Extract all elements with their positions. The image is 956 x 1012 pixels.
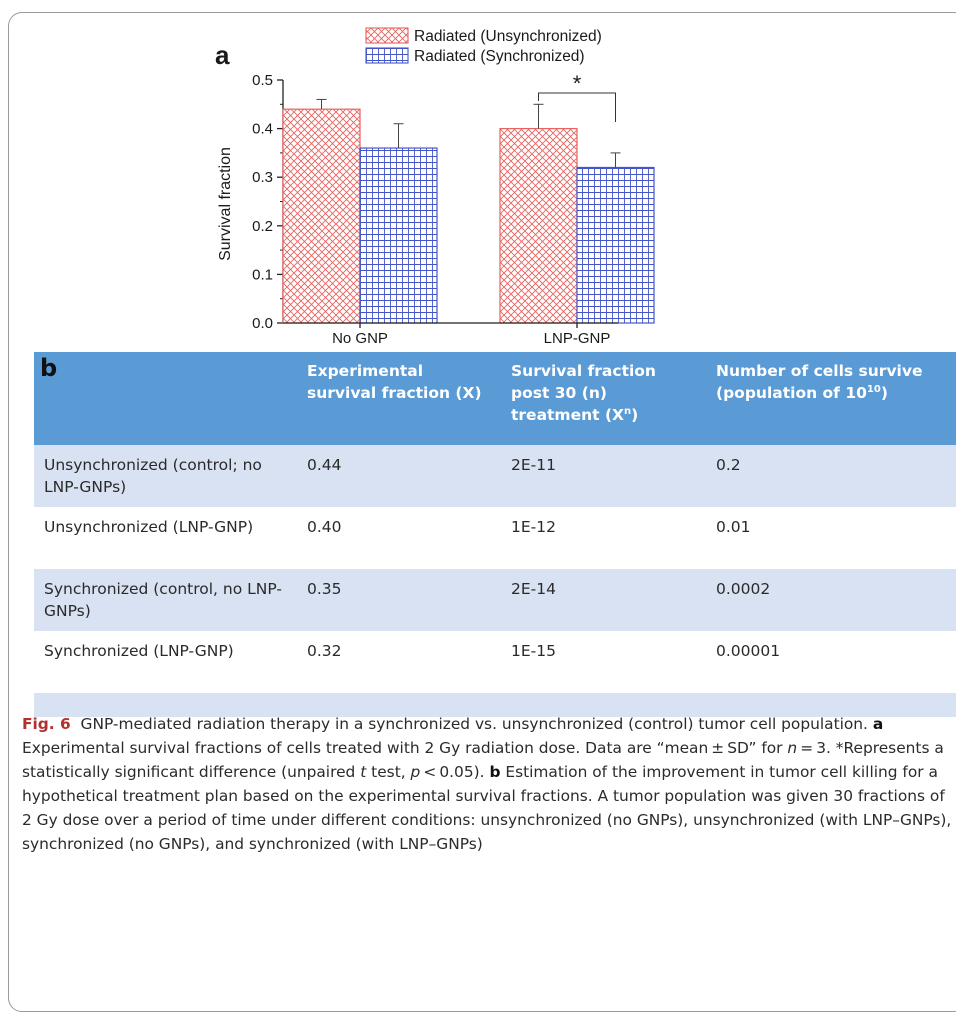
row-survival-fraction: 0.32	[307, 642, 342, 660]
table-row: Synchronized (control, no LNP-GNPs) 0.35…	[34, 569, 956, 631]
row-survival-post-30: 1E-15	[511, 642, 556, 660]
table-row: Unsynchronized (LNP-GNP) 0.40 1E-12 0.01	[34, 507, 956, 569]
row-survival-fraction: 0.40	[307, 518, 342, 536]
caption-a-text: < 0.05).	[420, 763, 485, 781]
row-survival-fraction: 0.44	[297, 445, 501, 507]
caption-p-var: p	[410, 763, 421, 781]
caption-b-label: b	[489, 763, 501, 781]
significance-bracket: *	[538, 71, 616, 122]
panel-b-table: b Experimental survival fraction (X) Sur…	[34, 352, 956, 717]
caption-fig-label: Fig. 6	[22, 715, 71, 733]
caption-a-text: Experimental survival fractions of cells…	[22, 739, 783, 757]
x-axis: No GNP LNP-GNP	[283, 322, 618, 347]
row-survival-post-30: 1E-12	[511, 518, 556, 536]
bar	[359, 147, 438, 324]
row-condition: Synchronized (LNP-GNP)	[44, 642, 234, 660]
bar	[576, 166, 655, 324]
x-tick-label: No GNP	[332, 330, 388, 347]
significance-star: *	[573, 71, 582, 96]
row-survival-post-30: 2E-11	[501, 445, 706, 507]
table-row-empty	[34, 693, 956, 717]
caption-title: GNP-mediated radiation therapy in a sync…	[80, 715, 868, 733]
row-cells-survive: 0.0002	[706, 569, 956, 631]
header-experimental-survival: Experimental survival fraction (X)	[297, 352, 501, 445]
bar	[282, 108, 361, 324]
row-cells-survive: 0.2	[706, 445, 956, 507]
y-tick-label: 0.3	[252, 169, 273, 186]
panel-b-label: b	[34, 352, 297, 445]
row-survival-fraction: 0.35	[297, 569, 501, 631]
header-cells-survive: Number of cells survive (population of 1…	[706, 352, 956, 445]
legend-swatch	[365, 47, 409, 64]
y-tick-label: 0.2	[252, 218, 273, 235]
y-tick-label: 0.5	[252, 72, 273, 89]
header-survival-post-30: Survival fraction post 30 (n) treatment …	[501, 352, 706, 445]
table-row: Synchronized (LNP-GNP) 0.32 1E-15 0.0000…	[34, 631, 956, 693]
row-cells-survive: 0.00001	[716, 642, 781, 660]
panel-a-chart: a Radiated (Unsynchronized) Radiated (Syn…	[215, 27, 655, 347]
row-condition: Synchronized (control, no LNP-GNPs)	[34, 569, 297, 631]
legend-label: Radiated (Synchronized)	[414, 48, 585, 65]
row-cells-survive: 0.01	[716, 518, 751, 536]
y-axis-label: Survival fraction	[217, 147, 234, 261]
bar	[499, 128, 578, 324]
error-bars	[316, 98, 621, 168]
caption-a-text: = 3. *Represents a statistically signifi…	[22, 739, 944, 781]
caption-b-text: Estimation of the improvement in tumor c…	[22, 763, 952, 853]
chart-legend: Radiated (Unsynchronized) Radiated (Synch…	[365, 27, 602, 65]
legend-swatch	[365, 27, 409, 44]
figure-caption: Fig. 6 GNP-mediated radiation therapy in…	[22, 712, 952, 856]
bracket-line	[538, 92, 616, 122]
caption-a-text: test,	[371, 763, 406, 781]
y-axis: 0.0 0.1 0.2 0.3 0.4 0.5	[252, 72, 284, 332]
table-row: Unsynchronized (control; no LNP-GNPs) 0.…	[34, 445, 956, 507]
row-condition: Unsynchronized (control; no LNP-GNPs)	[34, 445, 297, 507]
y-tick-label: 0.0	[252, 315, 273, 332]
legend-label: Radiated (Unsynchronized)	[414, 28, 602, 45]
bar-group	[282, 108, 655, 324]
panel-a-label: a	[215, 40, 230, 70]
y-tick-label: 0.4	[252, 121, 273, 138]
row-condition: Unsynchronized (LNP-GNP)	[44, 518, 254, 536]
table-header-row: b Experimental survival fraction (X) Sur…	[34, 352, 956, 445]
x-tick-label: LNP-GNP	[544, 330, 611, 347]
caption-t-var: t	[360, 763, 367, 781]
caption-a-label: a	[872, 715, 884, 733]
row-survival-post-30: 2E-14	[501, 569, 706, 631]
y-tick-label: 0.1	[252, 266, 273, 283]
caption-n-var: n	[787, 739, 798, 757]
